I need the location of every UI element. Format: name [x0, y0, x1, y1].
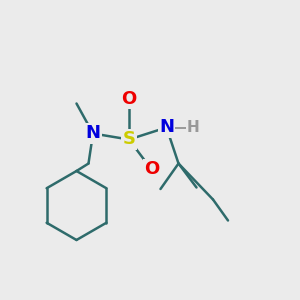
Text: O: O: [122, 90, 136, 108]
Text: N: N: [159, 118, 174, 136]
Text: S: S: [122, 130, 136, 148]
Text: O: O: [144, 160, 159, 178]
Text: N: N: [85, 124, 100, 142]
Text: H: H: [187, 120, 200, 135]
